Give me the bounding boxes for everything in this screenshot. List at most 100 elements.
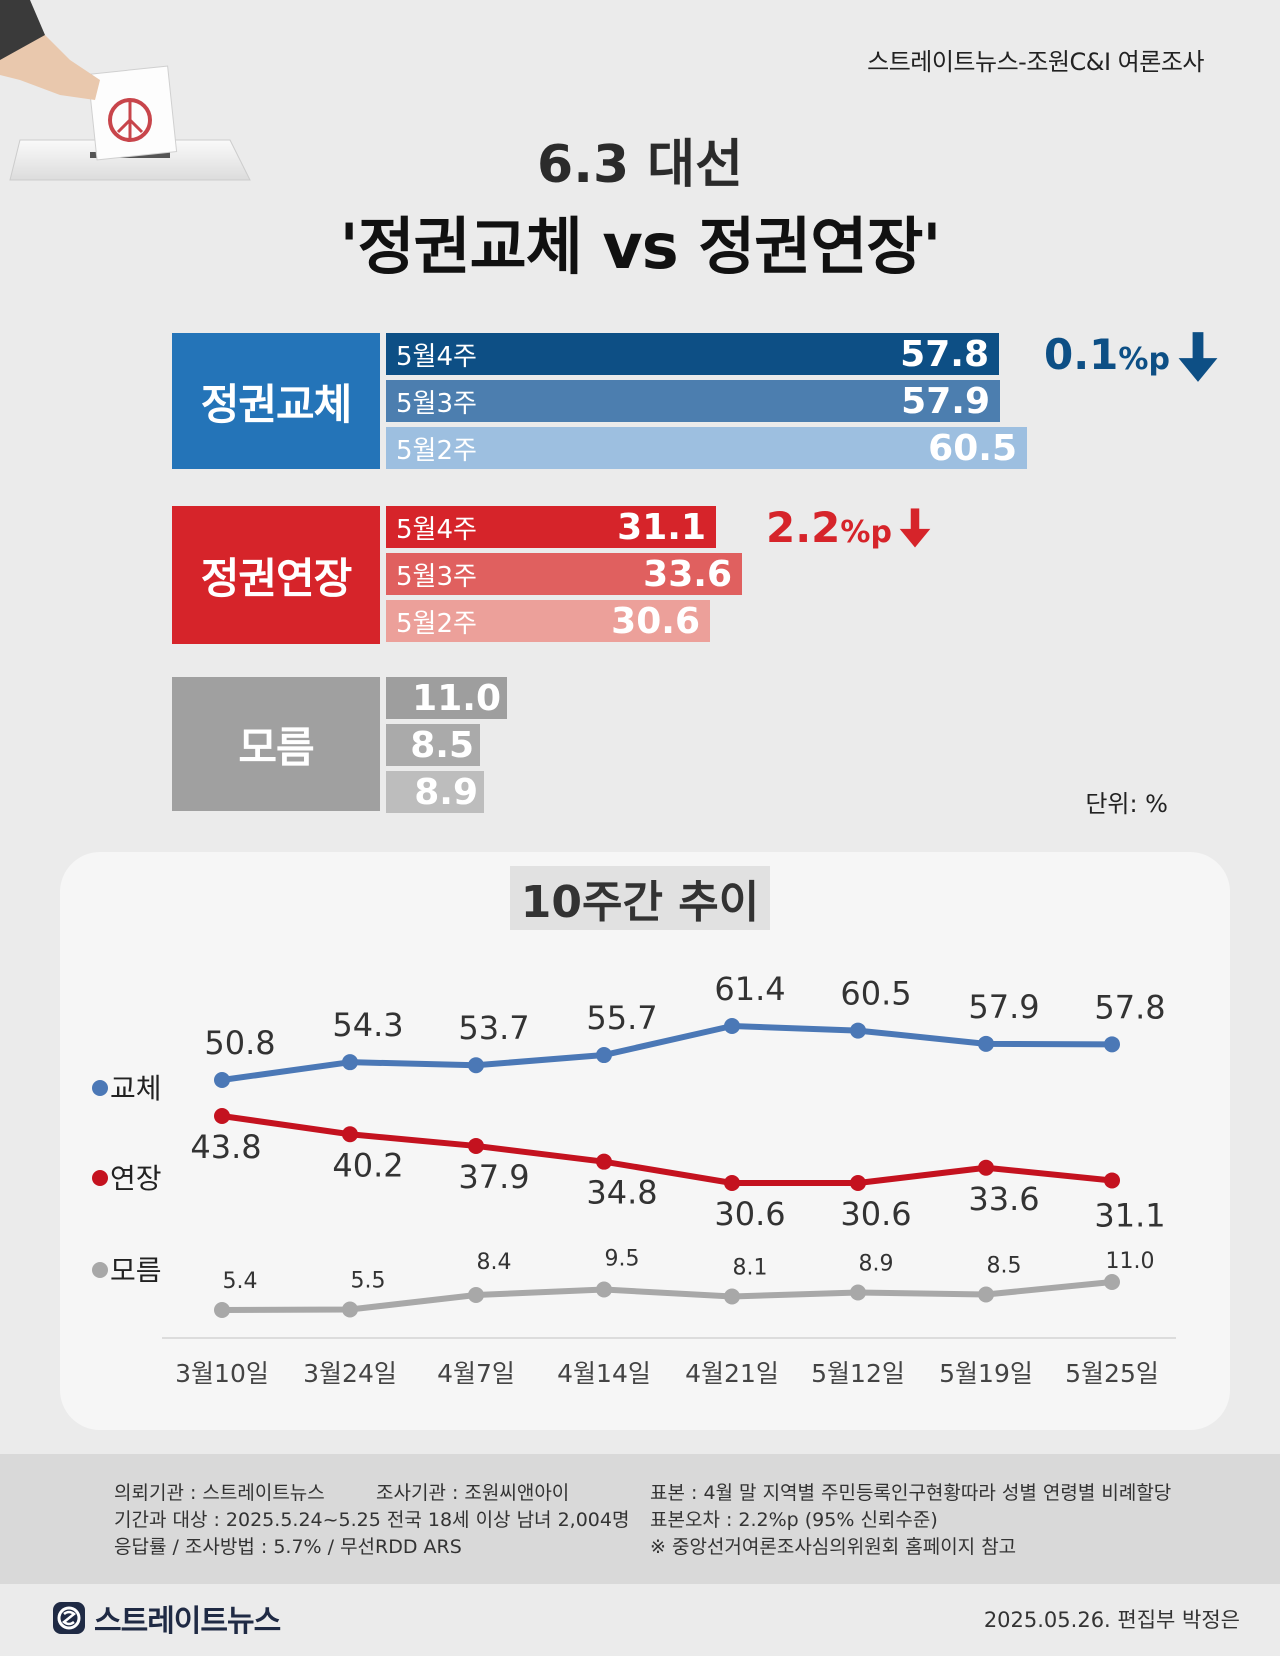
bar-value-label: 31.1 bbox=[617, 506, 706, 548]
data-point bbox=[468, 1057, 484, 1074]
bar-1-1: 5월3주 33.6 bbox=[386, 553, 742, 595]
unit-label: 단위: % bbox=[1085, 790, 1168, 818]
data-point bbox=[342, 1301, 358, 1318]
error-info: 표본오차 : 2.2%p (95% 신뢰수준) bbox=[650, 1509, 938, 1531]
data-point bbox=[214, 1072, 230, 1088]
x-tick-label: 5월25일 bbox=[1065, 1359, 1159, 1388]
straight-news-logo: 스트레이트뉴스 bbox=[52, 1596, 281, 1640]
legend-marker bbox=[92, 1170, 108, 1186]
data-point bbox=[724, 1018, 740, 1034]
bar-0-2: 5월2주 60.5 bbox=[386, 427, 1027, 469]
x-tick-label: 4월21일 bbox=[685, 1359, 779, 1388]
bar-0-0: 5월4주 57.8 bbox=[386, 333, 999, 375]
data-point bbox=[978, 1286, 994, 1303]
x-tick-label: 5월12일 bbox=[811, 1359, 905, 1388]
legend-marker bbox=[92, 1262, 108, 1278]
data-label: 31.1 bbox=[1094, 1196, 1165, 1234]
bar-0-1: 5월3주 57.9 bbox=[386, 380, 1000, 422]
series-line-모름 bbox=[221, 1279, 1113, 1313]
client-info: 의뢰기관 : 스트레이트뉴스 bbox=[114, 1482, 325, 1504]
page-title: 6.3 대선 bbox=[537, 135, 743, 195]
legend-label: 연장 bbox=[110, 1162, 162, 1195]
bar-week-label: 5월3주 bbox=[396, 561, 477, 592]
change-unit: %p bbox=[840, 515, 892, 550]
data-label: 30.6 bbox=[714, 1195, 785, 1233]
data-label: 54.3 bbox=[332, 1006, 403, 1044]
survey-source: 스트레이트뉴스-조원C&I 여론조사 bbox=[867, 48, 1204, 76]
bar-value-label: 8.9 bbox=[414, 771, 478, 813]
data-point bbox=[214, 1302, 230, 1318]
data-label: 9.5 bbox=[605, 1247, 640, 1272]
bar-1-2: 5월2주 30.6 bbox=[386, 600, 710, 642]
data-point bbox=[342, 1054, 358, 1071]
x-tick-label: 5월19일 bbox=[939, 1359, 1033, 1388]
data-point bbox=[978, 1035, 994, 1052]
data-label: 11.0 bbox=[1106, 1249, 1155, 1274]
bar-week-label: 5월2주 bbox=[396, 435, 477, 466]
data-label: 61.4 bbox=[714, 970, 785, 1008]
data-label: 40.2 bbox=[332, 1146, 403, 1184]
change-annotation-1: 2.2 %p bbox=[766, 503, 932, 552]
bar-2-2: 8.9 bbox=[386, 771, 484, 813]
logo-icon bbox=[53, 1602, 85, 1634]
data-point bbox=[468, 1287, 484, 1303]
data-label: 57.8 bbox=[1094, 988, 1165, 1026]
credit-line: 2025.05.26. 편집부 박정은 bbox=[983, 1608, 1240, 1632]
data-point bbox=[850, 1175, 866, 1191]
agency-info: 조사기관 : 조원씨앤아이 bbox=[376, 1482, 570, 1504]
x-tick-label: 4월7일 bbox=[437, 1359, 515, 1388]
group-label-0: 정권교체 bbox=[172, 333, 380, 469]
note-info: ※ 중앙선거여론조사심의위원회 홈페이지 참고 bbox=[650, 1536, 1017, 1558]
legend-marker bbox=[92, 1080, 108, 1096]
data-point bbox=[596, 1153, 612, 1170]
data-label: 8.9 bbox=[859, 1252, 894, 1277]
bar-1-0: 5월4주 31.1 bbox=[386, 506, 716, 548]
x-tick-label: 3월24일 bbox=[303, 1359, 397, 1388]
data-label: 60.5 bbox=[840, 975, 911, 1013]
bar-week-label: 5월3주 bbox=[396, 388, 477, 419]
data-label: 37.9 bbox=[458, 1158, 529, 1196]
group-label-1: 정권연장 bbox=[172, 506, 380, 644]
bar-2-1: 8.5 bbox=[386, 724, 480, 766]
data-point bbox=[596, 1047, 612, 1064]
period-info: 기간과 대상 : 2025.5.24~5.25 전국 18세 이상 남녀 2,0… bbox=[114, 1509, 630, 1531]
data-point bbox=[468, 1137, 484, 1154]
data-point bbox=[850, 1284, 866, 1301]
change-unit: %p bbox=[1118, 342, 1170, 377]
down-arrow-icon bbox=[1178, 332, 1218, 382]
data-point bbox=[1104, 1172, 1120, 1189]
logo-text: 스트레이트뉴스 bbox=[94, 1604, 281, 1639]
data-point bbox=[978, 1159, 994, 1176]
down-arrow-icon bbox=[899, 507, 931, 548]
data-label: 34.8 bbox=[586, 1174, 657, 1212]
data-label: 55.7 bbox=[586, 999, 657, 1037]
bar-2-0: 11.0 bbox=[386, 677, 507, 719]
data-point bbox=[596, 1281, 612, 1298]
bar-week-label: 5월2주 bbox=[396, 608, 477, 639]
page-subtitle: '정권교체 vs 정권연장' bbox=[339, 210, 942, 283]
data-label: 8.5 bbox=[987, 1254, 1022, 1279]
ballot-box-illustration bbox=[0, 0, 251, 181]
data-point bbox=[342, 1126, 358, 1143]
data-point bbox=[850, 1022, 866, 1039]
data-label: 30.6 bbox=[840, 1195, 911, 1233]
data-label: 53.7 bbox=[458, 1009, 529, 1047]
bar-value-label: 30.6 bbox=[611, 600, 700, 642]
change-value: 2.2 bbox=[766, 503, 841, 552]
data-point bbox=[724, 1175, 740, 1191]
x-tick-label: 3월10일 bbox=[175, 1359, 269, 1388]
bar-value-label: 57.8 bbox=[900, 333, 989, 375]
data-label: 8.1 bbox=[733, 1256, 768, 1281]
change-annotation-0: 0.1 %p bbox=[1044, 330, 1220, 384]
group-label-2: 모름 bbox=[172, 677, 380, 811]
x-tick-label: 4월14일 bbox=[557, 1359, 651, 1388]
data-label: 33.6 bbox=[968, 1180, 1039, 1218]
data-point bbox=[214, 1108, 230, 1124]
trend-panel bbox=[60, 852, 1230, 1430]
data-point bbox=[1104, 1274, 1120, 1290]
data-label: 50.8 bbox=[204, 1024, 275, 1062]
bar-value-label: 57.9 bbox=[901, 380, 990, 422]
data-label: 5.4 bbox=[223, 1269, 258, 1294]
data-point bbox=[724, 1288, 740, 1305]
